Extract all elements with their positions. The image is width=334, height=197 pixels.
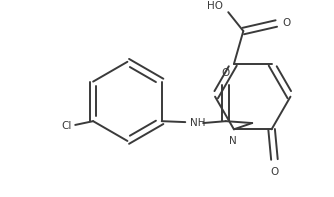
Text: O: O [282,19,290,29]
Text: HO: HO [207,1,222,11]
Text: O: O [222,68,230,78]
Text: Cl: Cl [61,121,71,131]
Text: NH: NH [190,118,205,128]
Text: O: O [270,167,279,177]
Text: N: N [229,136,237,146]
